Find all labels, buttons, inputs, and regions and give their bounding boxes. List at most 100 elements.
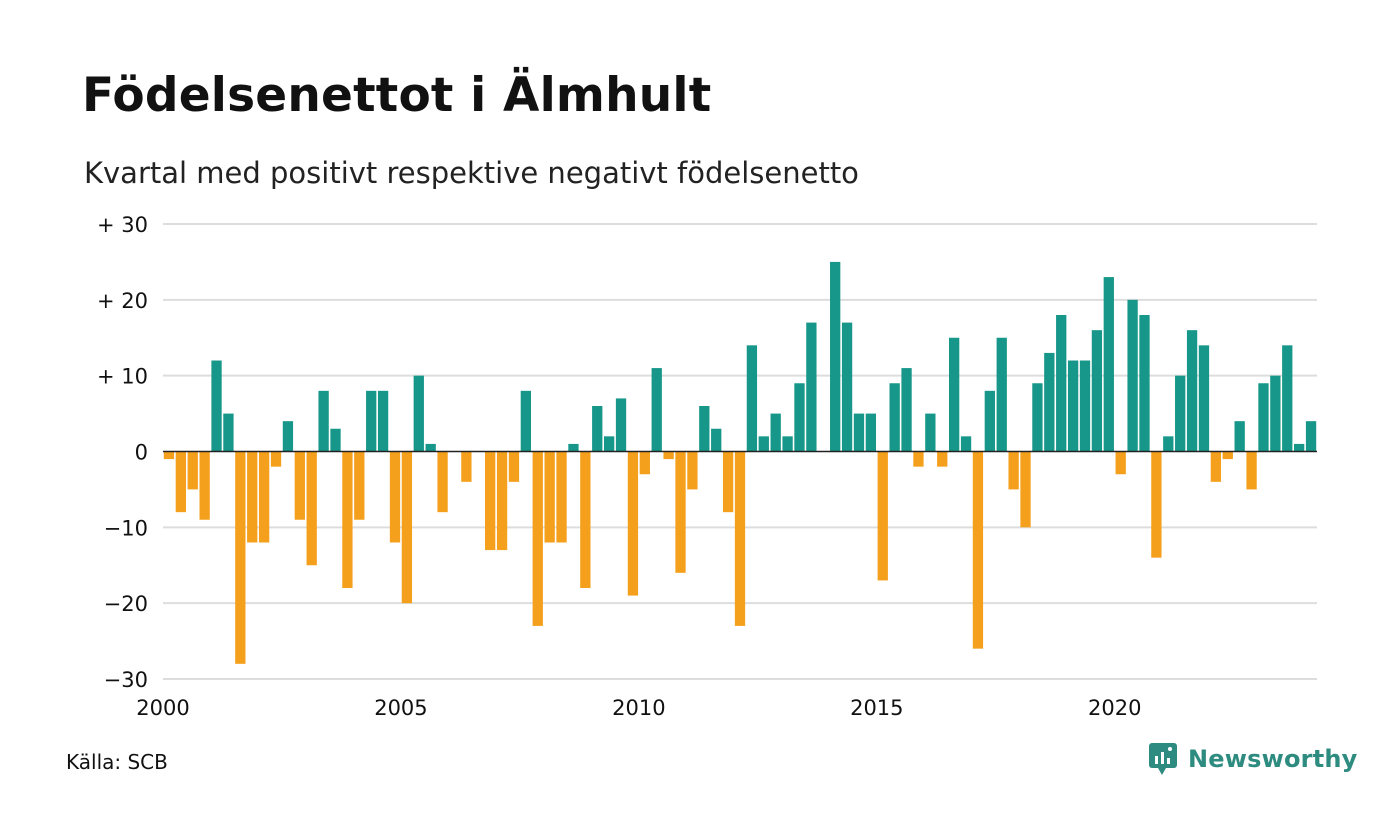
bar — [865, 413, 877, 452]
bar — [425, 443, 436, 452]
bar — [1282, 345, 1293, 452]
bar — [247, 451, 258, 543]
bar — [687, 451, 698, 490]
bar — [782, 436, 793, 452]
y-tick-label: −20 — [104, 592, 148, 616]
bar — [1198, 345, 1210, 452]
x-tick-label: 2020 — [1088, 696, 1141, 720]
bars — [163, 261, 1317, 664]
bar — [1305, 421, 1317, 452]
bar — [711, 428, 722, 452]
bar — [1103, 277, 1114, 452]
bar — [853, 413, 865, 452]
bar — [830, 261, 841, 452]
bar — [972, 451, 984, 649]
bar — [211, 360, 222, 452]
bar — [746, 345, 758, 452]
y-axis-ticks: + 30 + 20 + 10 0 −10 −20 −30 — [97, 213, 148, 692]
bar — [889, 383, 900, 452]
bar — [615, 398, 627, 452]
bar — [366, 390, 377, 452]
bar — [580, 451, 591, 588]
bar — [1079, 360, 1091, 452]
newsworthy-logo-icon — [1149, 743, 1177, 775]
bar — [568, 443, 579, 452]
bar — [996, 337, 1007, 452]
y-tick-label: + 30 — [97, 213, 148, 237]
bar — [984, 390, 995, 452]
bar — [1222, 451, 1233, 460]
bar — [592, 406, 603, 452]
bar — [401, 451, 413, 604]
bar — [1008, 451, 1019, 490]
bar — [722, 451, 734, 513]
x-tick-label: 2010 — [612, 696, 665, 720]
bar — [258, 451, 270, 543]
bar — [913, 451, 924, 467]
brand-name: Newsworthy — [1188, 745, 1358, 773]
bar — [1186, 330, 1198, 452]
bar — [841, 322, 853, 452]
bar — [1246, 451, 1257, 490]
bar — [413, 375, 424, 452]
bar — [556, 451, 567, 543]
chart-title: Födelsenettot i Älmhult — [82, 68, 712, 123]
grid-lines — [163, 223, 1317, 680]
y-tick-label: + 10 — [97, 365, 148, 389]
bar — [1163, 436, 1174, 452]
x-tick-label: 2005 — [374, 696, 427, 720]
bar — [1210, 451, 1222, 482]
bar — [877, 451, 888, 581]
bar — [306, 451, 317, 566]
bar — [1175, 375, 1186, 452]
bar — [1067, 360, 1079, 452]
bar — [223, 413, 234, 452]
bar — [627, 451, 639, 596]
bar — [699, 406, 710, 452]
bar — [1139, 315, 1150, 452]
bar — [1115, 451, 1126, 475]
y-tick-label: −10 — [104, 516, 148, 540]
y-tick-label: 0 — [135, 441, 148, 465]
y-tick-label: + 20 — [97, 289, 148, 313]
bar — [175, 451, 186, 513]
bar — [282, 421, 294, 452]
bar — [960, 436, 972, 452]
bar — [937, 451, 948, 467]
bar — [758, 436, 769, 452]
bar — [1258, 383, 1269, 452]
bar — [342, 451, 353, 588]
chart-subtitle: Kvartal med positivt respektive negativt… — [84, 156, 859, 190]
bar — [1234, 421, 1245, 452]
brand-logo: Newsworthy — [1148, 742, 1358, 776]
bar — [734, 451, 746, 626]
bar — [318, 390, 329, 452]
bar — [1020, 451, 1031, 528]
bar — [461, 451, 472, 482]
bar — [437, 451, 448, 513]
bar — [770, 413, 781, 452]
bar — [544, 451, 555, 543]
source-note: Källa: SCB — [66, 750, 168, 774]
bar — [806, 322, 817, 452]
bar — [163, 451, 175, 460]
bar — [675, 451, 686, 573]
bar — [377, 390, 389, 452]
bar — [603, 436, 615, 452]
x-tick-label: 2000 — [136, 696, 189, 720]
bar — [354, 451, 365, 520]
bar — [187, 451, 198, 490]
bar — [794, 383, 805, 452]
bar — [663, 451, 674, 460]
bar — [639, 451, 650, 475]
bar — [520, 390, 532, 452]
bar — [1270, 375, 1281, 452]
y-tick-label: −30 — [104, 668, 148, 692]
bar — [199, 451, 210, 520]
x-axis-ticks: 2000 2005 2010 2015 2020 — [136, 696, 1141, 720]
bar — [485, 451, 496, 551]
bar — [508, 451, 520, 482]
bar — [496, 451, 508, 551]
bar — [330, 428, 341, 452]
